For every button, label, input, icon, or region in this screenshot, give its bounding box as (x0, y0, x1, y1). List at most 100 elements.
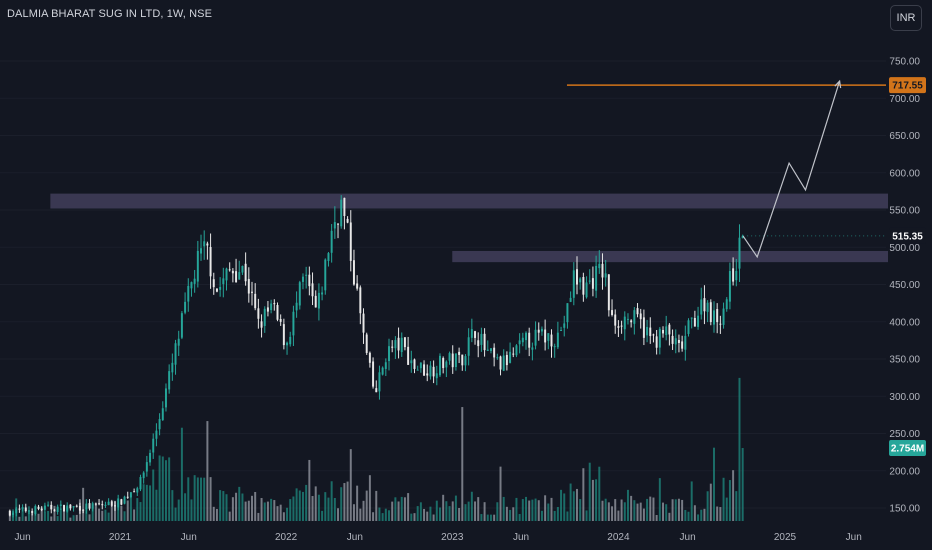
chart-annotations (566, 79, 886, 259)
volume-bar (200, 477, 203, 521)
volume-bar (725, 497, 728, 521)
volume-bar (184, 493, 187, 521)
volume-bar (314, 486, 317, 521)
candle-body (467, 337, 470, 356)
candle-body (493, 347, 496, 358)
candle-body (123, 496, 126, 504)
candle-body (254, 293, 257, 309)
volume-bar (292, 496, 295, 521)
candle-body (372, 361, 375, 387)
candle-body (633, 310, 636, 324)
candle-body (703, 298, 706, 312)
volume-bar (512, 507, 515, 521)
volume-bar (458, 507, 461, 521)
volume-bar (136, 498, 139, 521)
volume-bar (289, 499, 292, 521)
candle-body (509, 351, 512, 363)
volume-bar (333, 497, 336, 521)
candle-body (327, 253, 330, 261)
candle-body (247, 278, 250, 294)
candle-body (579, 278, 582, 283)
volume-bar (665, 504, 668, 521)
volume-bar (378, 507, 381, 521)
volume-bar (359, 508, 362, 521)
candle-body (477, 340, 480, 347)
volume-bar (391, 501, 394, 521)
candle-body (423, 364, 426, 376)
candle-body (276, 304, 279, 320)
price-axis[interactable]: 750.00 700.00 650.00 600.00 550.00 500.00 450.… (889, 57, 920, 515)
volume-bar (687, 511, 690, 521)
volume-bar (741, 448, 744, 521)
candle-body (129, 492, 132, 497)
volume-bar (489, 514, 492, 521)
time-axis[interactable]: Jun 2021 Jun 2022 Jun 2023 Jun 2024 Jun 2025 Jun (15, 532, 862, 543)
candle-body (713, 310, 715, 325)
volume-bar (454, 495, 457, 521)
candle-body (91, 503, 94, 509)
candle-body (419, 362, 422, 369)
volume-bar (429, 506, 432, 521)
volume-bar (337, 508, 340, 521)
volume-bar (381, 513, 384, 521)
target-price-badge: 717.55 (892, 81, 923, 92)
price-tick-label: 400.00 (889, 317, 920, 328)
time-tick-label: 2023 (441, 532, 464, 543)
candle-body (416, 369, 419, 371)
volume-bar (66, 506, 69, 521)
volume-bar (142, 484, 145, 521)
candle-body (671, 335, 674, 344)
volume-bar (120, 505, 123, 521)
candle-body (728, 271, 731, 302)
candle-body (502, 355, 505, 371)
candle-body (69, 504, 72, 509)
volume-bar (697, 514, 700, 521)
candle-body (617, 326, 620, 328)
volume-bar (448, 506, 451, 521)
volume-bar (400, 496, 403, 521)
volume-bars (8, 377, 744, 521)
volume-bar (394, 497, 397, 521)
volume-bar (279, 504, 282, 521)
candle-body (626, 318, 629, 320)
candle-body (598, 263, 601, 269)
candle-body (21, 507, 24, 509)
last-price-badge-box (889, 227, 926, 244)
volume-bar (155, 489, 158, 521)
volume-bar (241, 493, 244, 521)
volume-bar (18, 516, 21, 521)
currency-button[interactable]: INR (890, 5, 922, 31)
volume-bar (662, 502, 665, 521)
volume-bar (582, 468, 585, 521)
volume-bar (164, 460, 167, 521)
price-tick-label: 750.00 (889, 57, 920, 68)
candle-body (499, 356, 502, 370)
volume-bar (193, 475, 196, 521)
volume-bar (470, 491, 473, 521)
volume-bar (75, 514, 78, 521)
candle-body (636, 308, 639, 315)
candle-body (27, 510, 30, 512)
candle-body (483, 333, 486, 351)
candle-body (400, 337, 403, 353)
candle-body (266, 307, 269, 312)
volume-bar (410, 513, 413, 521)
candle-body (486, 349, 489, 351)
candle-body (43, 505, 46, 510)
volume-bar (738, 377, 741, 521)
candle-body (665, 326, 668, 336)
candle-body (187, 285, 190, 302)
candle-body (286, 342, 289, 346)
volume-bar (588, 462, 591, 521)
volume-bar (486, 514, 489, 521)
price-tick-label: 350.00 (889, 355, 920, 366)
volume-bar (607, 502, 610, 521)
candle-body (454, 353, 457, 368)
volume-bar (630, 495, 633, 521)
volume-bar (642, 508, 645, 521)
volume-bar (222, 491, 225, 521)
volume-bar (477, 497, 480, 521)
volume-bar (518, 514, 521, 521)
price-tick-label: 600.00 (889, 168, 920, 179)
